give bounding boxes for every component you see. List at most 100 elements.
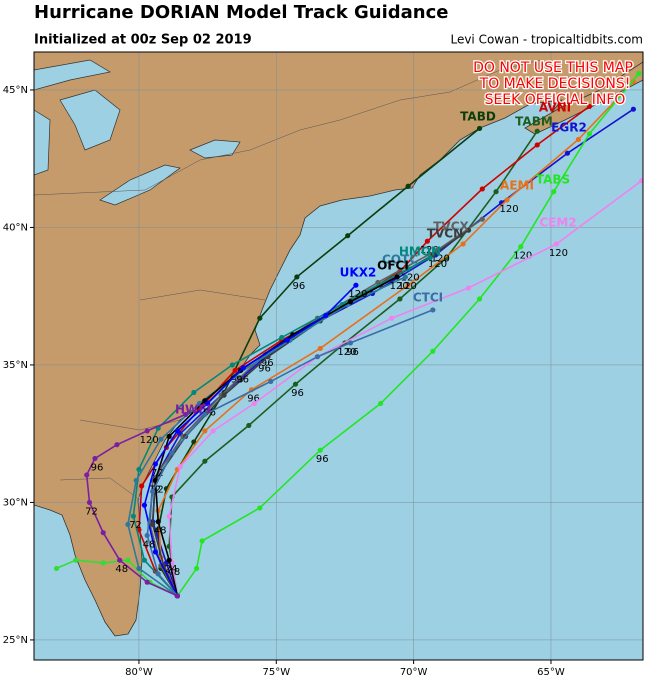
track-name: EGR2 [551,121,587,135]
graticule [34,52,643,660]
track-point [199,538,205,544]
track-point [73,557,79,563]
y-tick-label: 35°N [3,360,28,371]
hour-label: 120 [140,435,159,446]
hour-label: 48 [154,526,167,537]
track-point [493,189,499,195]
track-point [240,365,246,371]
track-point [86,499,93,506]
track-name: TVCX [433,220,469,234]
hour-label: 96 [346,347,359,358]
track-point [117,557,123,563]
hour-label: 72 [151,484,164,495]
track-point [202,428,208,434]
track-point [177,464,183,470]
track-point [257,505,263,511]
borders [34,59,541,501]
track-point [479,216,485,222]
track-point [430,348,436,354]
hour-label: 96 [247,394,260,405]
track-point [158,436,164,442]
track-point [100,560,106,566]
hour-label: 120 [337,347,356,358]
hour-label: 120 [348,289,367,300]
track-point [551,189,557,195]
track-name: COTC [382,253,418,267]
track-point [229,362,235,368]
hour-label: 120 [420,245,439,256]
track-point [210,428,216,434]
great-lakes [34,59,241,206]
x-tick-label: 65°W [537,667,565,678]
track-point [114,442,120,448]
track-name: TABS [536,173,570,187]
track-point [202,411,208,418]
track-point [586,131,593,137]
track-point [141,557,148,563]
track-name: AVNI [539,101,571,115]
track-point [136,466,142,473]
y-tick-label: 40°N [3,222,28,233]
track-point [294,274,300,280]
tracks: 9696120961209612096120961204812072961207… [53,70,643,599]
hour-label: 120 [431,253,450,264]
hour-label: 120 [428,259,447,270]
track-name: HMON [399,245,441,259]
hour-label: 96 [236,374,249,385]
track-point [191,389,197,396]
track-point [553,241,560,247]
track-point [53,565,60,572]
track-point [347,299,354,305]
track-point [353,282,359,288]
track-name: TABD [460,110,496,124]
track-point [174,593,180,599]
hour-label: 96 [316,454,329,465]
y-tick-label: 30°N [3,497,28,508]
track-line [138,105,590,597]
track-point [144,428,150,434]
track-point [155,519,161,525]
track-point [92,455,98,462]
track-point [100,530,106,536]
track-name: UKX2 [340,266,377,280]
hour-label: 120 [398,281,417,292]
land [34,52,643,637]
hour-label: 96 [258,363,271,374]
track-point [166,433,172,440]
map-frame [33,51,644,661]
track-point [166,557,172,563]
track-point [144,532,150,539]
track-point [136,565,142,572]
track-line [56,559,178,597]
track-point [279,334,285,341]
track-point [476,296,483,302]
track-line [85,413,186,597]
track-point [345,233,351,239]
track-point [630,79,636,85]
track-point [564,150,571,156]
track-line [146,309,434,597]
y-tick-label: 45°N [3,85,28,96]
track-point [397,296,403,302]
track-point [268,378,274,385]
track-point [534,128,540,134]
track-point [144,579,150,585]
track-point [314,354,321,360]
track-point [347,340,354,346]
track-name: TABM [515,115,553,129]
track-point [402,274,408,280]
track-point [232,367,238,374]
track-point [130,513,137,519]
track-point [284,337,290,343]
warning-line: TO MAKE DECISIONS! [479,76,631,92]
track-point [152,549,159,555]
track-point [205,400,211,407]
track-point [317,345,323,352]
credit: Levi Cowan - tropicaltidbits.com [450,33,643,47]
track-point [194,565,200,572]
track-point [465,227,472,233]
track-point [427,255,433,261]
track-point [292,381,299,387]
track-name: TVCN [427,227,463,241]
